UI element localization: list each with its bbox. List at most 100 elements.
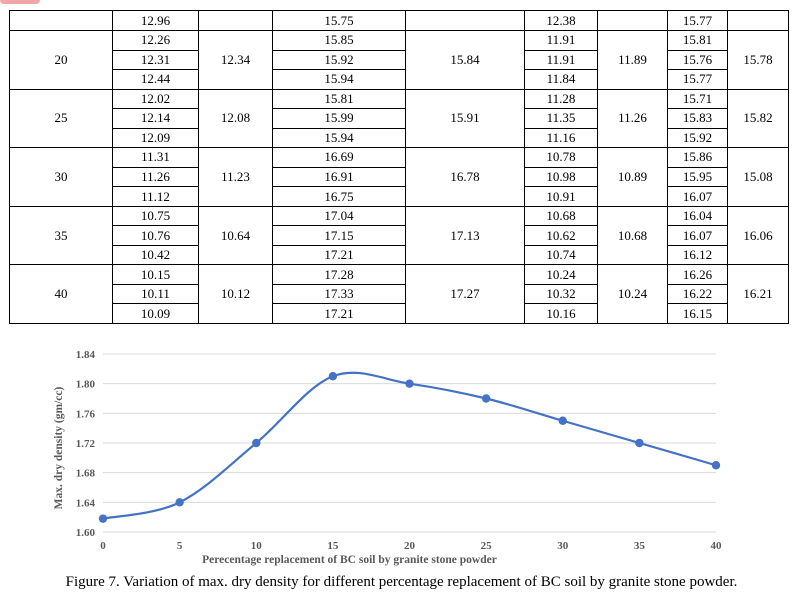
- mean-cell: 15.08: [727, 147, 789, 207]
- x-axis-title: Perecentage replacement of BC soil by gr…: [202, 554, 497, 566]
- value-cell: 15.94: [272, 127, 406, 149]
- value-cell: 16.26: [667, 264, 728, 285]
- mean-cell: 11.89: [597, 30, 668, 90]
- value-cell: 12.02: [112, 88, 199, 110]
- table-cell: [727, 10, 789, 31]
- line-chart: 1.60 1.64 1.68 1.72 1.76 1.80 1.84 0 5 10 15 20 25 30…: [53, 349, 723, 566]
- y-tick-label: 1.60: [76, 527, 96, 539]
- data-point: [328, 372, 338, 381]
- value-cell: 16.75: [272, 186, 406, 207]
- y-tick-label: 1.72: [76, 438, 96, 450]
- value-cell: 16.12: [667, 244, 728, 266]
- value-cell: 15.85: [272, 30, 406, 51]
- data-point: [481, 394, 491, 403]
- value-cell: 10.24: [524, 264, 598, 285]
- table-row: 10.76 17.15 10.62 16.07: [10, 225, 789, 246]
- value-cell: 11.26: [112, 166, 199, 188]
- mean-cell: 17.27: [405, 264, 525, 324]
- value-cell: 15.81: [667, 30, 728, 51]
- figure-caption: Figure 7. Variation of max. dry density …: [65, 574, 738, 590]
- table-row: 12.09 15.94 11.16 15.92: [10, 127, 789, 149]
- table-row: 20 12.26 12.34 15.85 15.84 11.91 11.89 15.81 15.…: [9, 30, 789, 90]
- value-cell: 15.86: [667, 147, 728, 168]
- table-row: 12.31 15.92 11.91 15.76: [10, 49, 789, 71]
- table-row: 10.09 17.21 10.16 16.15: [10, 303, 789, 324]
- x-tick-label: 20: [404, 540, 416, 552]
- mean-cell: 15.91: [405, 88, 525, 149]
- y-tick-label: 1.76: [76, 408, 96, 420]
- value-cell: 17.15: [272, 225, 406, 246]
- mean-cell: 15.84: [405, 30, 525, 90]
- mean-cell: 16.21: [727, 264, 789, 324]
- table-row: 30 11.31 11.23 16.69 16.78 10.78 10.89 15.86 15.…: [9, 147, 789, 207]
- value-cell: 15.94: [272, 69, 406, 90]
- table-row: 35 10.75 10.64 17.04 17.13 10.68 10.68 16.04 16.…: [9, 205, 789, 266]
- data-point: [98, 514, 108, 523]
- value-cell: 11.12: [112, 186, 199, 207]
- mean-cell: 10.12: [198, 264, 273, 324]
- table-row: 12.96 15.75 12.38 15.77: [9, 10, 789, 31]
- value-cell: 12.44: [112, 69, 199, 90]
- mean-cell: 10.24: [597, 264, 668, 324]
- table-cell: [198, 10, 273, 31]
- mean-cell: 12.08: [198, 88, 273, 149]
- value-cell: 11.84: [524, 69, 598, 90]
- value-cell: 11.31: [112, 147, 199, 168]
- value-cell: 17.21: [272, 303, 406, 324]
- value-cell: 15.76: [667, 49, 728, 71]
- y-tick-label: 1.64: [76, 497, 96, 509]
- value-cell: 16.04: [667, 205, 728, 227]
- mean-cell: 15.82: [727, 88, 789, 149]
- table-cell: 15.75: [272, 10, 406, 31]
- mean-cell: 10.64: [198, 205, 273, 266]
- x-tick-label: 5: [177, 540, 183, 552]
- table-cell: 12.96: [112, 10, 199, 31]
- mean-cell: 17.13: [405, 205, 525, 266]
- replacement-percent-cell: 20: [9, 30, 113, 90]
- value-cell: 10.16: [524, 303, 598, 324]
- value-cell: 15.81: [272, 88, 406, 110]
- data-point: [635, 438, 644, 448]
- value-cell: 16.07: [667, 186, 728, 207]
- y-axis-title: Max. dry density (gm/cc): [53, 387, 65, 510]
- value-cell: 11.91: [524, 30, 598, 51]
- replacement-percent-cell: 30: [9, 147, 113, 207]
- mean-cell: 12.34: [198, 30, 273, 90]
- value-cell: 16.15: [667, 303, 728, 324]
- x-tick-label: 25: [481, 540, 493, 552]
- value-cell: 12.26: [112, 30, 199, 51]
- value-cell: 10.09: [112, 303, 199, 324]
- table-row: 10.11 17.33 10.32 16.22: [10, 283, 789, 305]
- table-cell: [405, 10, 525, 31]
- y-tick-label: 1.80: [76, 379, 96, 391]
- value-cell: 15.83: [667, 108, 728, 129]
- value-cell: 15.77: [667, 69, 728, 90]
- table-row: 40 10.15 10.12 17.28 17.27 10.24 10.24 16.26 16.…: [9, 264, 789, 324]
- x-tick-label: 0: [100, 540, 106, 552]
- value-cell: 12.09: [112, 127, 199, 149]
- mean-cell: 10.89: [597, 147, 668, 207]
- value-cell: 15.71: [667, 88, 728, 110]
- mean-cell: 11.26: [597, 88, 668, 149]
- value-cell: 10.74: [524, 244, 598, 266]
- table-row: 12.44 15.94 11.84 15.77: [10, 69, 789, 90]
- mean-cell: 15.78: [727, 30, 789, 90]
- value-cell: 17.33: [272, 283, 406, 305]
- table-row: 11.26 16.91 10.98 15.95: [10, 166, 789, 188]
- x-tick-label: 10: [251, 540, 263, 552]
- value-cell: 16.91: [272, 166, 406, 188]
- data-point: [405, 379, 414, 388]
- value-cell: 12.31: [112, 49, 199, 71]
- value-cell: 10.98: [524, 166, 598, 188]
- x-tick-label: 40: [711, 540, 723, 552]
- value-cell: 17.28: [272, 264, 406, 285]
- data-point: [175, 498, 184, 507]
- table-cell: [9, 10, 113, 31]
- data-point: [252, 438, 261, 448]
- value-cell: 15.92: [667, 127, 728, 149]
- value-cell: 11.91: [524, 49, 598, 71]
- value-cell: 11.16: [524, 127, 598, 149]
- value-cell: 11.35: [524, 108, 598, 129]
- series-line: [102, 371, 717, 520]
- value-cell: 17.04: [272, 205, 406, 227]
